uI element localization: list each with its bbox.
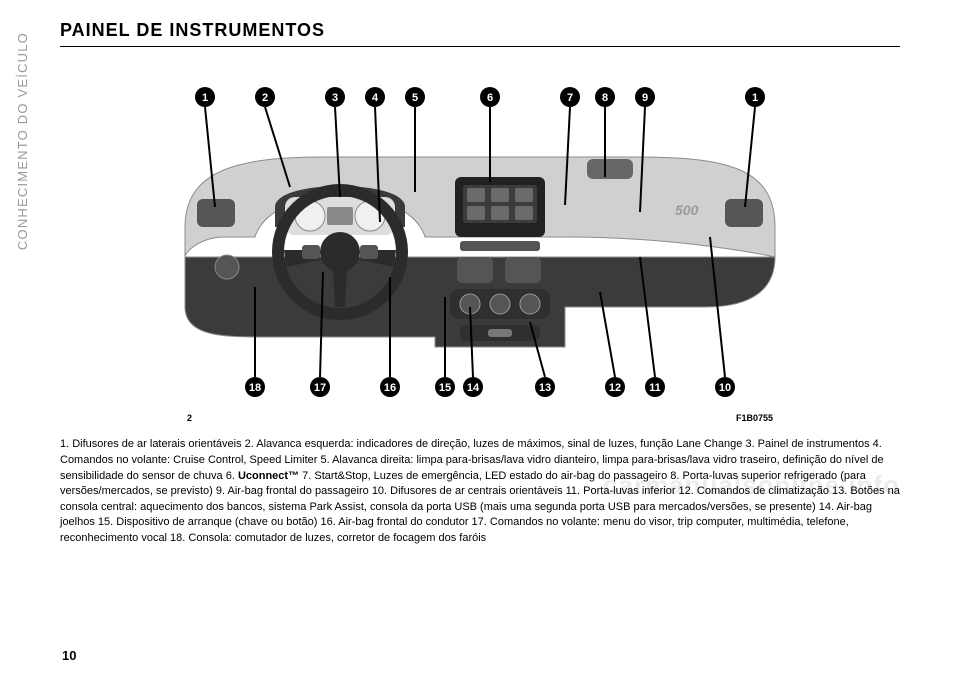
svg-text:15: 15 bbox=[439, 382, 451, 394]
figure-caption: 1. Difusores de ar laterais orientáveis … bbox=[60, 437, 900, 546]
svg-text:1: 1 bbox=[202, 92, 208, 104]
svg-text:2: 2 bbox=[187, 413, 192, 423]
manual-page: CONHECIMENTO DO VEÍCULO PAINEL DE INSTRU… bbox=[0, 0, 960, 683]
svg-text:9: 9 bbox=[642, 92, 648, 104]
svg-text:11: 11 bbox=[649, 382, 661, 394]
caption-brand: Uconnect™ bbox=[238, 470, 299, 482]
svg-text:5: 5 bbox=[412, 92, 418, 104]
page-title: PAINEL DE INSTRUMENTOS bbox=[60, 18, 900, 47]
figure-wrap: 50012345678911817161514131211102F1B0755 bbox=[60, 57, 900, 427]
svg-text:18: 18 bbox=[249, 382, 261, 394]
svg-text:F1B0755: F1B0755 bbox=[736, 413, 773, 423]
svg-text:500: 500 bbox=[675, 202, 699, 218]
svg-text:4: 4 bbox=[372, 92, 379, 104]
dashboard-figure: 50012345678911817161514131211102F1B0755 bbox=[165, 57, 795, 427]
svg-text:3: 3 bbox=[332, 92, 338, 104]
svg-text:13: 13 bbox=[539, 382, 551, 394]
section-sidebar-label: CONHECIMENTO DO VEÍCULO bbox=[14, 32, 32, 250]
page-number: 10 bbox=[62, 647, 76, 665]
svg-text:16: 16 bbox=[384, 382, 396, 394]
svg-text:2: 2 bbox=[262, 92, 268, 104]
svg-text:7: 7 bbox=[567, 92, 573, 104]
svg-text:6: 6 bbox=[487, 92, 493, 104]
svg-text:17: 17 bbox=[314, 382, 326, 394]
svg-text:8: 8 bbox=[602, 92, 608, 104]
svg-text:10: 10 bbox=[719, 382, 731, 394]
svg-text:14: 14 bbox=[467, 382, 480, 394]
svg-text:1: 1 bbox=[752, 92, 758, 104]
svg-text:12: 12 bbox=[609, 382, 621, 394]
